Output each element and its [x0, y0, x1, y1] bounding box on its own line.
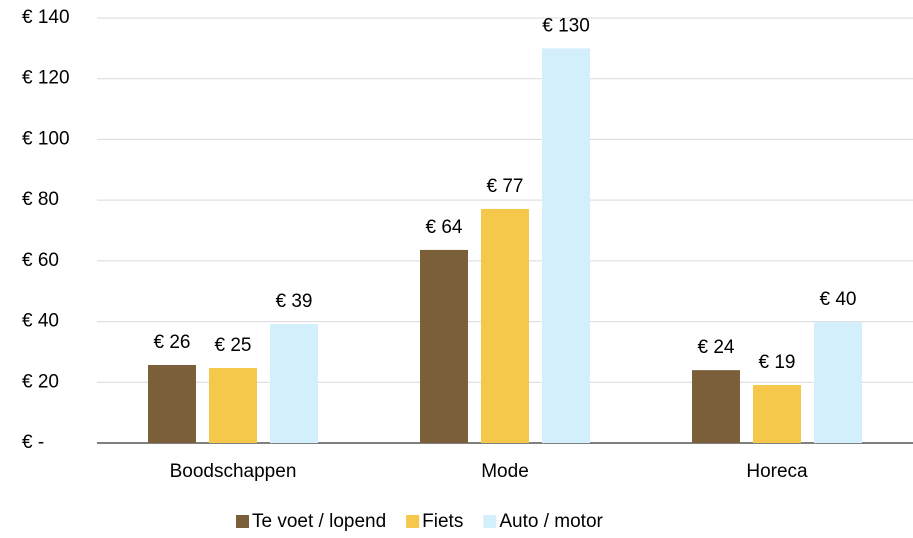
bar [209, 368, 257, 443]
value-label: € 40 [820, 289, 857, 310]
y-tick-label: € 60 [22, 250, 59, 271]
y-tick-label: € 20 [22, 371, 59, 392]
legend-swatch [236, 515, 249, 528]
value-label: € 77 [487, 176, 524, 197]
bar [481, 208, 529, 443]
legend-swatch [483, 515, 497, 528]
value-label: € 39 [276, 291, 313, 312]
bar [753, 385, 801, 443]
value-label: € 64 [426, 217, 463, 238]
y-tick-label: € - [22, 432, 44, 453]
legend-label: Te voet / lopend [252, 511, 386, 532]
bar [148, 364, 196, 443]
value-label: € 130 [542, 15, 590, 36]
legend-swatch [406, 515, 420, 528]
y-tick-label: € 100 [22, 128, 70, 149]
x-tick-label: Boodschappen [170, 461, 297, 482]
bar [692, 370, 740, 443]
value-label: € 26 [154, 332, 191, 353]
y-tick-label: € 40 [22, 311, 59, 332]
y-tick-label: € 80 [22, 189, 59, 210]
bar [814, 321, 862, 443]
legend-label: Fiets [422, 511, 463, 532]
x-tick-label: Mode [481, 461, 529, 482]
x-tick-label: Horeca [746, 461, 808, 482]
y-tick-label: € 120 [22, 68, 70, 89]
bar [270, 324, 318, 443]
value-label: € 24 [698, 337, 735, 358]
bar [542, 48, 590, 443]
y-tick-label: € 140 [22, 7, 70, 28]
value-label: € 19 [759, 352, 796, 373]
bar [420, 249, 468, 443]
legend-label: Auto / motor [499, 511, 603, 532]
value-label: € 25 [215, 335, 252, 356]
